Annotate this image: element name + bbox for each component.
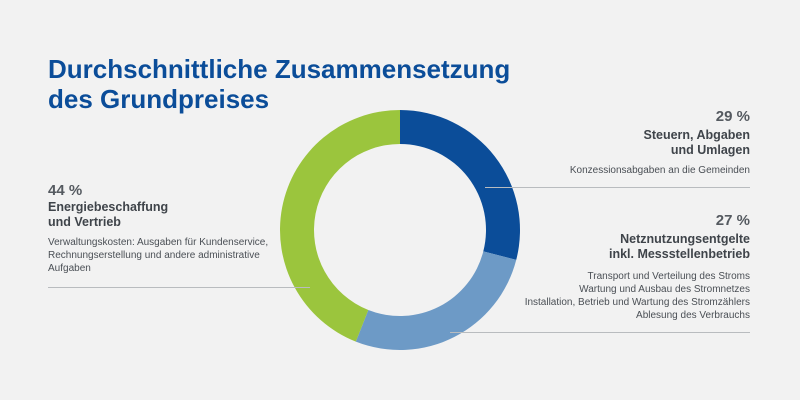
- name-energiebeschaffung: Energiebeschaffung und Vertrieb: [48, 200, 310, 230]
- leader-line-netznutzung: [450, 332, 750, 333]
- desc-line: Konzessionsabgaben an die Gemeinden: [569, 165, 750, 176]
- pct-label-steuern: 29 %: [715, 108, 750, 125]
- name-netznutzung: Netznutzungsentgelte inkl. Messstellenbe…: [450, 232, 750, 262]
- pct-label-energiebeschaffung: 44 %: [48, 182, 83, 199]
- desc-netznutzung: Transport und Verteilung des Stroms Wart…: [450, 270, 750, 322]
- name-line: Netznutzungsentgelte: [620, 232, 750, 246]
- desc-line: Rechnungserstellung und andere administr…: [48, 250, 260, 261]
- label-netznutzung: 27 % Netznutzungsentgelte inkl. Messstel…: [450, 212, 750, 333]
- chart-title-line-2: des Grundpreises: [48, 84, 270, 114]
- label-energiebeschaffung: 44 % Energiebeschaffung und Vertrieb Ver…: [48, 182, 310, 288]
- desc-line: Aufgaben: [48, 263, 91, 274]
- desc-line: Verwaltungskosten: Ausgaben für Kundense…: [48, 237, 269, 248]
- desc-steuern: Konzessionsabgaben an die Gemeinden: [485, 164, 750, 177]
- name-line: Steuern, Abgaben: [643, 128, 751, 142]
- slice-energiebeschaffung: [279, 110, 400, 342]
- name-line: und Vertrieb: [48, 215, 121, 229]
- leader-line-steuern: [485, 187, 750, 188]
- desc-line: Ablesung des Verbrauchs: [636, 310, 750, 321]
- label-steuern: 29 % Steuern, Abgaben und Umlagen Konzes…: [485, 108, 750, 188]
- desc-line: Transport und Verteilung des Stroms: [587, 271, 751, 282]
- chart-title: Durchschnittliche Zusammensetzung des Gr…: [48, 54, 568, 114]
- name-line: inkl. Messstellenbetrieb: [608, 247, 750, 261]
- slice-netznutzung: [355, 251, 517, 350]
- name-steuern: Steuern, Abgaben und Umlagen: [485, 128, 751, 158]
- chart-title-line-1: Durchschnittliche Zusammensetzung: [48, 54, 511, 84]
- leader-line-energiebeschaffung: [48, 287, 310, 288]
- name-line: Energiebeschaffung: [48, 200, 169, 214]
- slice-steuern: [400, 110, 520, 260]
- desc-line: Wartung und Ausbau des Stromnetzes: [579, 284, 750, 295]
- name-line: und Umlagen: [670, 143, 750, 157]
- desc-line: Installation, Betrieb und Wartung des St…: [524, 297, 750, 308]
- pct-label-netznutzung: 27 %: [715, 212, 750, 229]
- desc-energiebeschaffung: Verwaltungskosten: Ausgaben für Kundense…: [48, 236, 310, 275]
